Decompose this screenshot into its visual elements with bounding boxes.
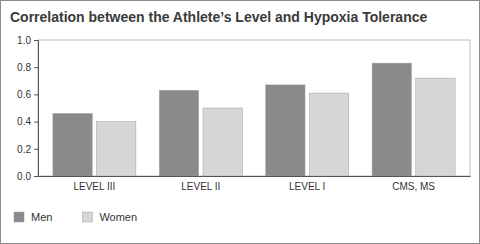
y-tick-label: 0.8 <box>17 62 31 73</box>
y-tick-mark <box>34 122 38 123</box>
chart-container: Correlation between the Athlete’s Level … <box>0 0 480 244</box>
legend-swatch <box>82 212 92 222</box>
x-tick-label: LEVEL II <box>181 181 220 192</box>
x-tick: LEVEL I <box>289 176 325 192</box>
y-tick: 0.4 <box>17 116 38 127</box>
legend-label: Men <box>31 211 52 223</box>
bar <box>97 122 136 176</box>
bar <box>266 85 305 176</box>
y-tick-mark <box>34 40 38 41</box>
y-tick: 0.8 <box>17 62 38 73</box>
y-tick-mark <box>34 149 38 150</box>
bar <box>203 108 242 176</box>
x-tick: CMS, MS <box>392 176 435 192</box>
legend-swatch <box>14 212 24 222</box>
y-tick-label: 0.2 <box>17 144 31 155</box>
bar <box>159 90 198 176</box>
bar <box>309 93 348 176</box>
y-tick-mark <box>34 94 38 95</box>
y-tick-label: 1.0 <box>17 35 31 46</box>
x-axis-line <box>39 176 471 177</box>
y-tick: 0.6 <box>17 89 38 100</box>
plot-frame <box>38 40 470 176</box>
title: Correlation between the Athlete’s Level … <box>10 9 427 25</box>
x-tick-label: LEVEL III <box>73 181 115 192</box>
bar <box>372 63 411 176</box>
chart-svg: Correlation between the Athlete’s Level … <box>0 0 480 244</box>
y-tick-mark <box>34 176 38 177</box>
x-axis: LEVEL III LEVEL II LEVEL I CMS, MS <box>39 176 471 192</box>
y-axis: 0.0 0.2 0.4 0.6 0.8 1.0 <box>17 35 38 182</box>
y-tick-mark <box>34 67 38 68</box>
legend-item: Men <box>14 211 52 223</box>
x-tick: LEVEL II <box>181 176 220 192</box>
legend-item: Women <box>82 211 137 223</box>
y-tick-label: 0.4 <box>17 116 31 127</box>
y-axis-line <box>34 41 39 177</box>
x-tick-label: LEVEL I <box>289 181 325 192</box>
y-tick: 0.0 <box>17 171 38 182</box>
x-tick: LEVEL III <box>73 176 115 192</box>
bar <box>53 113 92 176</box>
y-tick-label: 0.6 <box>17 89 31 100</box>
x-tick-label: CMS, MS <box>392 181 435 192</box>
legend-label: Women <box>99 211 137 223</box>
bar <box>416 78 455 176</box>
legend: Men Women <box>14 211 137 223</box>
y-tick-label: 0.0 <box>17 171 31 182</box>
bars <box>53 63 455 176</box>
outer-border <box>1 1 480 244</box>
y-tick: 0.2 <box>17 144 38 155</box>
y-tick: 1.0 <box>17 35 38 46</box>
